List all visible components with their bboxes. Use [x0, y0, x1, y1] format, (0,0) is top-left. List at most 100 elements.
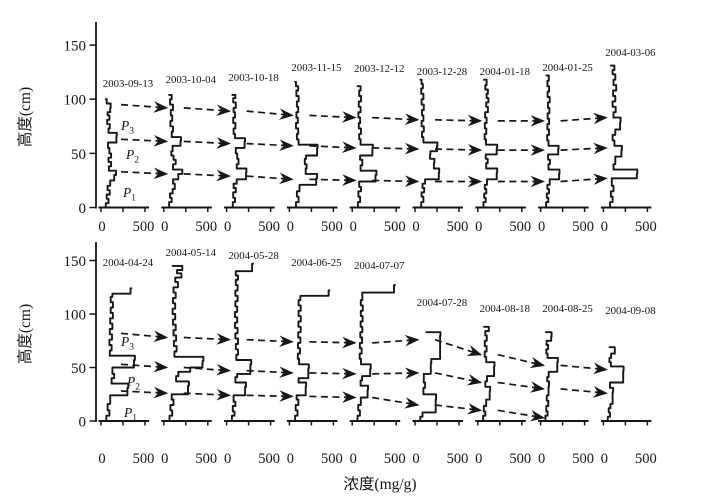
- x-tick-label: 500: [133, 219, 155, 235]
- migration-arrow-P3: [309, 111, 357, 123]
- date-label: 2004-03-06: [605, 47, 656, 59]
- x-tick-label: 0: [350, 451, 357, 467]
- migration-arrow-P3: [246, 108, 294, 120]
- migration-arrow-P2: [246, 139, 294, 151]
- x-tick-label: 0: [412, 451, 419, 467]
- x-tick-label: 0: [601, 451, 608, 467]
- x-tick-label: 500: [384, 451, 406, 467]
- migration-arrow-P1: [372, 175, 420, 187]
- profile-line-2004-06-25: [294, 289, 331, 422]
- migration-arrow-P2: [246, 366, 294, 379]
- date-label: 2004-01-25: [542, 62, 592, 74]
- migration-arrow-P1: [120, 167, 169, 180]
- x-tick-label: 0: [601, 219, 608, 235]
- x-tick-label: 0: [98, 219, 105, 235]
- date-label: 2003-10-04: [166, 74, 217, 86]
- peak-label-P2: P2: [125, 147, 139, 166]
- migration-arrow-P2: [434, 144, 483, 156]
- x-tick-label: 500: [258, 451, 280, 467]
- y-tick-label: 100: [64, 93, 87, 109]
- migration-arrow-P3: [246, 335, 294, 347]
- y-tick-label: 0: [79, 201, 87, 217]
- y-axis-label: 高度(cm): [16, 87, 34, 147]
- panel-bottom: 0 50 100 150 高度(cm) 0 500 2004-04-24 0 500 2004-05…: [16, 242, 657, 493]
- migration-arrow-P2: [120, 135, 169, 147]
- migration-arrow-P3: [309, 336, 357, 349]
- migration-arrow-P1: [120, 386, 169, 399]
- profile-line-2004-01-25: [545, 74, 561, 209]
- migration-arrow-P2: [434, 372, 483, 386]
- migration-arrow-P1: [309, 174, 357, 186]
- y-tick-label: 150: [64, 254, 87, 270]
- profile-line-2004-04-24: [105, 287, 136, 422]
- migration-arrow-P2: [120, 360, 169, 373]
- date-label: 2003-09-13: [103, 78, 153, 90]
- y-tick-label: 50: [71, 361, 86, 377]
- x-tick-label: 0: [475, 219, 482, 235]
- migration-arrow-P1: [434, 403, 483, 415]
- migration-arrow-P3: [560, 112, 608, 125]
- x-tick-label: 500: [133, 451, 155, 467]
- date-label: 2004-09-08: [605, 305, 655, 317]
- profile-line-2003-10-04: [168, 93, 184, 209]
- profile-line-2004-09-08: [606, 346, 625, 422]
- migration-arrow-P3: [434, 338, 483, 357]
- y-axis-label: 高度(cm): [16, 304, 34, 364]
- y-tick-label: 150: [64, 39, 87, 55]
- profile-line-2004-07-28: [419, 331, 442, 422]
- profile-line-2004-08-25: [544, 331, 559, 422]
- date-label: 2004-08-18: [480, 303, 530, 315]
- profile-line-2004-05-28: [230, 262, 254, 422]
- migration-arrow-P3: [372, 113, 420, 125]
- migration-arrow-P2: [309, 367, 357, 380]
- x-tick-label: 500: [572, 451, 594, 467]
- x-tick-label: 500: [321, 219, 343, 235]
- profile-line-2004-08-18: [482, 325, 496, 422]
- migration-arrow-P1: [560, 173, 608, 185]
- date-label: 2004-06-25: [291, 257, 341, 269]
- date-label: 2003-11-15: [291, 62, 341, 74]
- date-label: 2004-07-07: [354, 260, 405, 272]
- date-label: 2004-07-28: [417, 297, 467, 309]
- x-tick-label: 500: [195, 451, 217, 467]
- panel-top: 0 50 100 150 高度(cm) 0 500 2003-09-13 0 500 2003-10…: [16, 22, 657, 235]
- migration-arrow-P1: [246, 390, 294, 402]
- date-label: 2004-04-24: [103, 257, 154, 269]
- x-tick-label: 0: [98, 451, 105, 467]
- migration-arrow-P3: [120, 101, 169, 113]
- x-tick-label: 500: [509, 219, 531, 235]
- migration-arrow-P3: [560, 362, 608, 375]
- x-tick-label: 0: [224, 219, 231, 235]
- profile-line-2004-05-14: [168, 264, 205, 422]
- x-tick-label: 0: [287, 219, 294, 235]
- date-label: 2004-05-28: [228, 250, 278, 262]
- x-tick-label: 0: [287, 451, 294, 467]
- migration-arrow-P3: [183, 104, 232, 116]
- migration-arrow-P1: [372, 396, 420, 409]
- migration-arrow-P3: [434, 114, 483, 127]
- profile-line-2003-09-13: [104, 98, 118, 209]
- x-tick-label: 0: [161, 451, 168, 467]
- profile-line-2003-10-18: [231, 93, 248, 209]
- profile-line-2004-07-07: [356, 284, 396, 422]
- y-tick-label: 50: [71, 147, 86, 163]
- x-tick-label: 500: [384, 219, 406, 235]
- x-tick-label: 500: [509, 451, 531, 467]
- x-tick-label: 0: [475, 451, 482, 467]
- migration-arrow-P2: [309, 141, 357, 154]
- date-label: 2003-10-18: [228, 72, 278, 84]
- x-tick-label: 500: [635, 451, 657, 467]
- profile-line-2004-01-18: [482, 78, 499, 209]
- migration-arrow-P2: [183, 137, 232, 149]
- migration-arrow-P1: [309, 391, 357, 403]
- profile-line-2003-12-12: [356, 85, 378, 209]
- x-tick-label: 500: [195, 219, 217, 235]
- x-tick-label: 0: [224, 451, 231, 467]
- x-tick-label: 0: [161, 219, 168, 235]
- date-label: 2004-01-18: [480, 66, 530, 78]
- x-tick-label: 0: [538, 219, 545, 235]
- migration-arrow-P2: [372, 367, 420, 379]
- date-label: 2004-05-14: [166, 247, 217, 259]
